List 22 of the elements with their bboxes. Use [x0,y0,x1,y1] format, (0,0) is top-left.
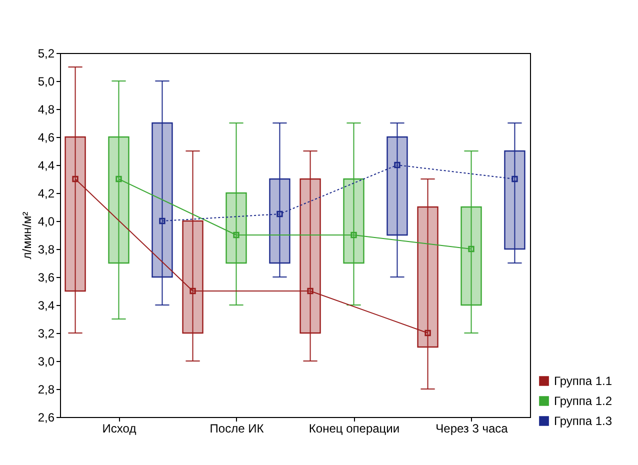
y-tick-label: 4,2 [38,186,55,200]
y-tick-label: 2,6 [38,410,55,424]
y-tick-label: 2,8 [38,382,55,396]
y-tick-label: 4,8 [38,102,55,116]
y-axis-title: л/мин/м² [20,212,34,260]
y-tick-label: 3,6 [38,270,55,284]
y-tick-label: 4,4 [38,158,55,172]
y-tick-label: 3,2 [38,326,55,340]
x-tick-label: Через 3 часа [436,422,508,436]
x-tick-label: Конец операции [308,422,400,436]
y-tick-label: 5,0 [38,74,55,88]
x-tick-label: После ИК [210,422,264,436]
x-tick-label: Исход [102,422,136,436]
y-tick-label: 4,0 [38,214,55,228]
legend-label: Группа 1.3 [554,414,612,428]
legend-label: Группа 1.2 [554,394,612,408]
y-tick-label: 3,4 [38,298,55,312]
y-tick-label: 5,2 [38,46,55,60]
y-tick-label: 3,8 [38,242,55,256]
legend-label: Группа 1.1 [554,374,612,388]
y-tick-label: 4,6 [38,130,55,144]
y-tick-label: 3,0 [38,354,55,368]
